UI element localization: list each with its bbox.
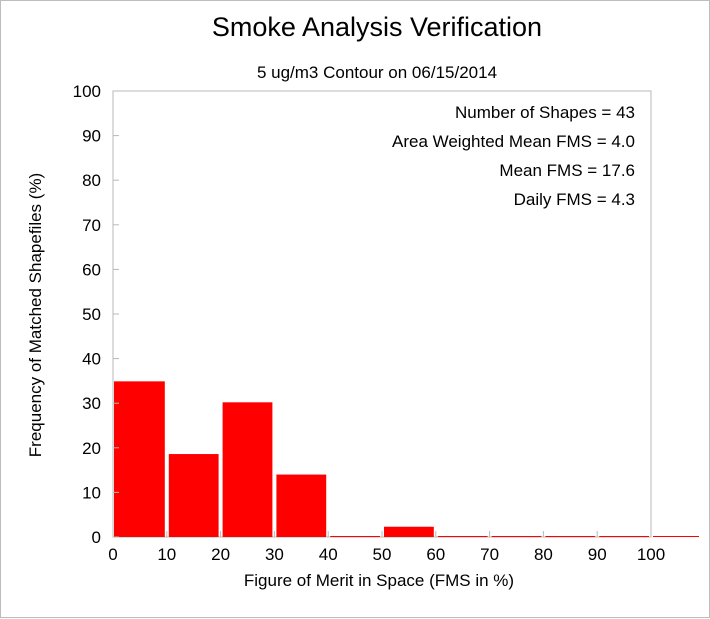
y-tick-label: 30 xyxy=(82,394,101,413)
histogram-bar xyxy=(168,454,219,537)
histogram-bar xyxy=(276,474,327,537)
x-tick-label: 40 xyxy=(319,545,338,564)
histogram-bar xyxy=(384,526,434,537)
bar-group xyxy=(114,381,699,537)
y-tick-label: 10 xyxy=(82,483,101,502)
y-tick-label: 100 xyxy=(73,82,101,101)
histogram-bar xyxy=(222,402,273,537)
y-tick-label: 50 xyxy=(82,305,101,324)
histogram-bar xyxy=(330,536,380,537)
stat-annotation: Area Weighted Mean FMS = 4.0 xyxy=(392,132,635,151)
y-tick-label: 60 xyxy=(82,260,101,279)
stat-annotation: Number of Shapes = 43 xyxy=(455,103,635,122)
x-axis-label: Figure of Merit in Space (FMS in %) xyxy=(244,571,514,590)
y-tick-label: 80 xyxy=(82,171,101,190)
x-axis-ticks: 0 10 20 30 40 50 60 70 80 90 100 xyxy=(108,531,665,564)
histogram-bar xyxy=(599,536,649,537)
chart-title: Smoke Analysis Verification xyxy=(212,12,542,42)
x-tick-label: 0 xyxy=(108,545,117,564)
y-tick-label: 70 xyxy=(82,216,101,235)
histogram-bar xyxy=(114,381,165,537)
stat-annotation: Daily FMS = 4.3 xyxy=(514,190,635,209)
histogram-bar xyxy=(653,536,699,537)
x-tick-label: 10 xyxy=(157,545,176,564)
y-axis-label: Frequency of Matched Shapefiles (%) xyxy=(26,173,45,457)
y-tick-label: 40 xyxy=(82,350,101,369)
y-tick-label: 0 xyxy=(92,528,101,547)
x-tick-label: 80 xyxy=(534,545,553,564)
x-tick-label: 50 xyxy=(373,545,392,564)
x-tick-label: 90 xyxy=(588,545,607,564)
y-tick-label: 90 xyxy=(82,127,101,146)
y-axis-ticks: 0 10 20 30 40 50 60 70 80 90 100 xyxy=(73,82,119,547)
stats-annotations: Number of Shapes = 43 Area Weighted Mean … xyxy=(392,103,635,209)
stat-annotation: Mean FMS = 17.6 xyxy=(499,161,635,180)
x-tick-label: 30 xyxy=(265,545,284,564)
y-tick-label: 20 xyxy=(82,439,101,458)
x-tick-label: 20 xyxy=(211,545,230,564)
x-tick-label: 70 xyxy=(480,545,499,564)
histogram-bar xyxy=(437,536,488,537)
x-tick-label: 60 xyxy=(426,545,445,564)
x-tick-label: 100 xyxy=(637,545,665,564)
chart-subtitle: 5 ug/m3 Contour on 06/15/2014 xyxy=(257,63,497,82)
histogram-bar xyxy=(491,536,542,537)
histogram-bar xyxy=(545,536,596,537)
